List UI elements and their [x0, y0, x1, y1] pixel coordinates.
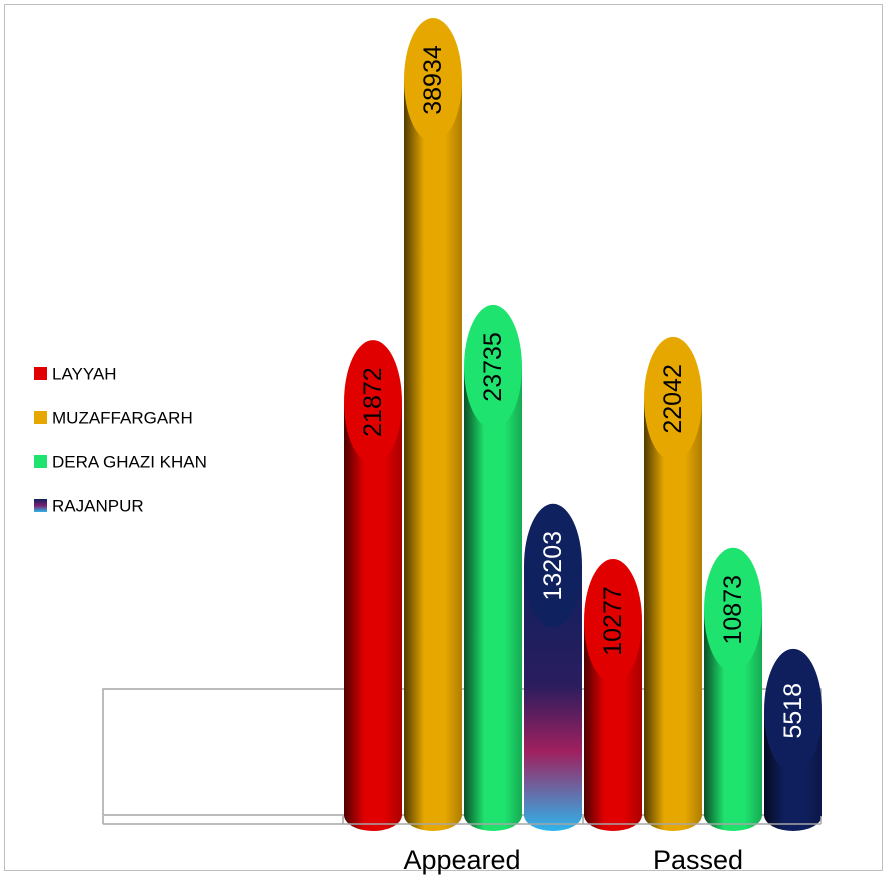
data-label: 38934 — [419, 45, 447, 115]
bar-cap — [764, 648, 822, 773]
legend-label: LAYYAH — [52, 365, 117, 384]
legend-item-dera-ghazi-khan: DERA GHAZI KHAN — [34, 453, 207, 472]
bar-cap — [524, 503, 582, 628]
tick-label-passed: Passed — [653, 845, 743, 875]
bar-cap — [644, 336, 702, 461]
bar-appeared-layyah: 21872 — [344, 340, 402, 831]
bar-cap — [704, 547, 762, 672]
legend-swatch — [34, 499, 47, 512]
bar-appeared-muzaffargarh: 38934 — [404, 18, 462, 831]
legend-swatch — [34, 411, 47, 424]
data-label: 22042 — [659, 364, 687, 434]
legend-item-rajanpur: RAJANPUR — [34, 497, 144, 516]
legend-label: DERA GHAZI KHAN — [52, 453, 207, 472]
legend-item-muzaffargarh: MUZAFFARGARH — [34, 409, 193, 428]
legend-swatch — [34, 367, 47, 380]
legend-label: MUZAFFARGARH — [52, 409, 193, 428]
bar-passed-rajanpur: 5518 — [764, 648, 822, 831]
bar-cap — [464, 304, 522, 429]
data-label: 13203 — [539, 531, 567, 601]
bar-passed-layyah: 10277 — [584, 558, 642, 831]
data-label: 23735 — [479, 332, 507, 402]
legend-swatch — [34, 455, 47, 468]
data-label: 5518 — [779, 683, 807, 739]
bar-cap — [584, 558, 642, 683]
tick-label-appeared: Appeared — [403, 845, 520, 875]
data-label: 21872 — [359, 367, 387, 437]
bar-cap — [344, 340, 402, 465]
data-label: 10277 — [599, 586, 627, 656]
legend-item-layyah: LAYYAH — [34, 365, 117, 384]
bar-appeared-dera-ghazi-khan: 23735 — [464, 304, 522, 831]
bar-cap — [404, 18, 462, 142]
legend: LAYYAH MUZAFFARGARH DERA GHAZI KHAN RAJANPU… — [34, 365, 207, 516]
data-label: 10873 — [719, 575, 747, 645]
bar-passed-dera-ghazi-khan: 10873 — [704, 547, 762, 831]
bar-passed-muzaffargarh: 22042 — [644, 336, 702, 831]
legend-label: RAJANPUR — [52, 497, 144, 516]
bar-appeared-rajanpur: 13203 — [524, 503, 582, 831]
